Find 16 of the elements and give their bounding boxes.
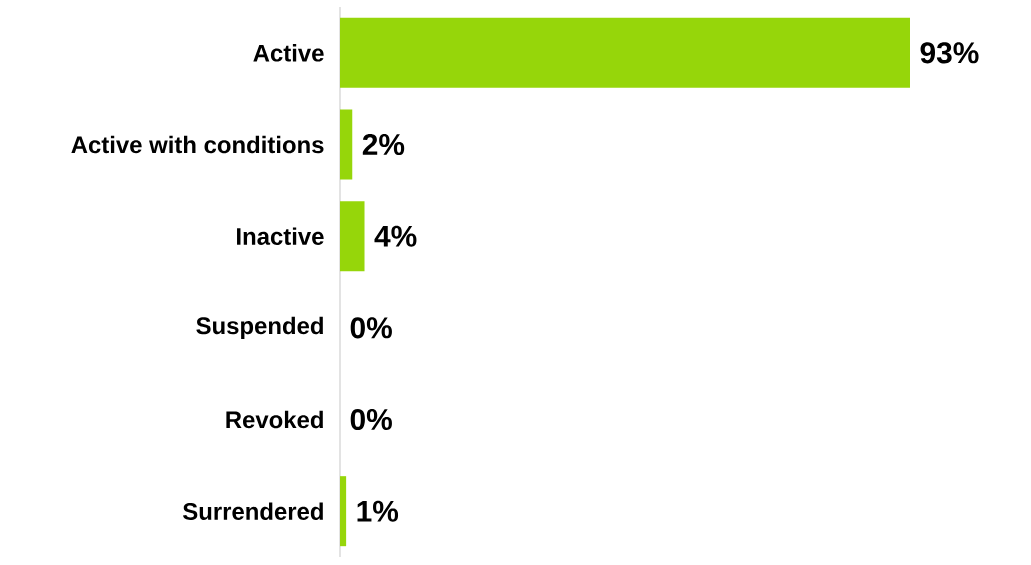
bar [340, 109, 353, 180]
data-label: 2% [362, 133, 405, 156]
data-label: 4% [374, 225, 417, 247]
data-label: 0% [350, 317, 392, 339]
y-tick-label: Active with conditions [71, 135, 324, 154]
data-label: 0% [350, 408, 392, 431]
y-tick-label: Suspended [196, 316, 323, 339]
y-tick-label: Revoked [226, 410, 323, 429]
data-label: 1% [357, 500, 399, 522]
y-tick-label: Inactive [237, 227, 324, 245]
data-label: 93% [920, 42, 979, 64]
bar [340, 476, 347, 547]
y-tick-label: Active [253, 44, 324, 62]
y-tick-label: Surrendered [182, 502, 323, 520]
bar [340, 201, 365, 272]
bar [340, 17, 910, 88]
